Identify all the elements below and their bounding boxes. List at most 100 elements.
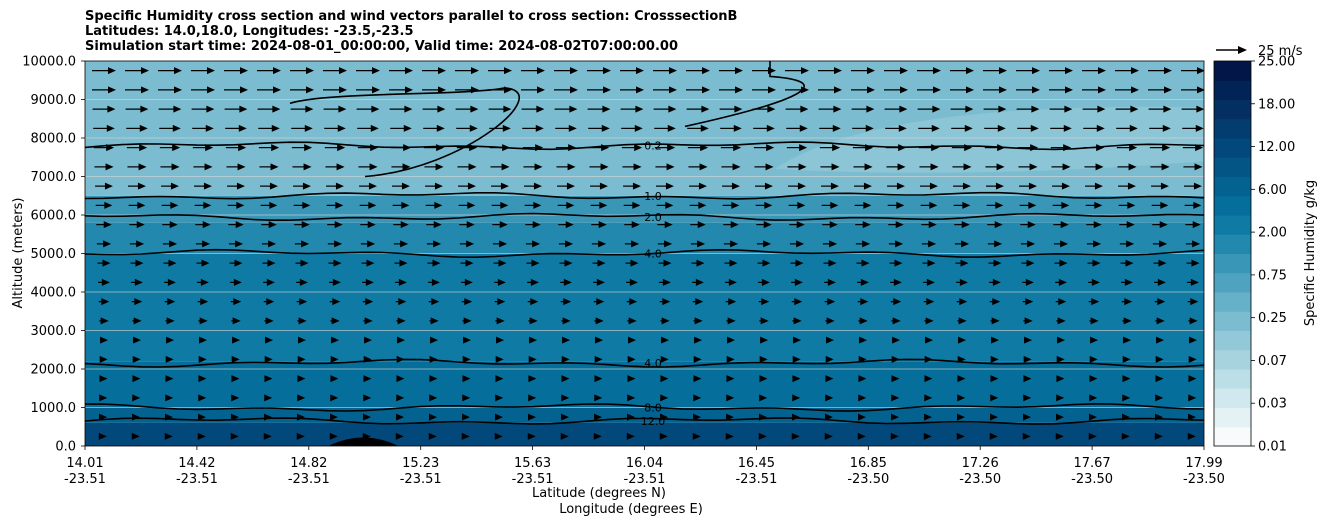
wind-vector <box>1152 240 1168 248</box>
wind-vector-head <box>501 163 510 171</box>
y-tick-label: 2000.0 <box>31 363 77 378</box>
wind-vector-head <box>899 105 908 113</box>
colorbar-swatch <box>1214 176 1251 197</box>
wind-vector-head <box>404 105 413 113</box>
wind-vector <box>1153 259 1167 267</box>
wind-vector-head <box>497 298 506 306</box>
wind-vector <box>952 163 972 171</box>
wind-vector-head <box>561 375 570 383</box>
wind-vector-head <box>791 432 800 440</box>
axes: 0.0 1000.0 2000.0 3000.0 4000.0 5000.0 6000.0 7… <box>22 55 1225 488</box>
wind-vector-head <box>793 336 802 344</box>
wind-vector-head <box>296 432 305 440</box>
wind-vector <box>888 240 904 248</box>
wind-vector-head <box>963 163 972 171</box>
wind-vector-head <box>995 182 1004 190</box>
wind-vector-head <box>174 67 182 75</box>
wind-vector-head <box>432 259 441 267</box>
wind-vector <box>128 182 146 190</box>
wind-vector-head <box>828 259 837 267</box>
wind-vector <box>556 163 576 171</box>
wind-vector-head <box>466 221 475 229</box>
wind-vector-head <box>1094 201 1103 209</box>
wind-vector <box>1051 163 1071 171</box>
wind-vector <box>588 124 610 132</box>
wind-vector-head <box>891 375 900 383</box>
wind-vector-head <box>1028 201 1037 209</box>
wind-vector <box>1053 240 1069 248</box>
wind-vector <box>99 394 108 402</box>
wind-vector <box>788 182 806 190</box>
wind-vector <box>985 163 1005 171</box>
wind-vector <box>957 375 966 383</box>
wind-vector <box>956 278 968 286</box>
wind-vector-head <box>1056 375 1065 383</box>
wind-vector-head <box>761 298 770 306</box>
wind-vector-head <box>726 394 735 402</box>
colorbar-swatch <box>1214 234 1251 254</box>
wind-vector-head <box>207 67 215 75</box>
wind-vector <box>561 394 570 402</box>
wind-vector <box>390 124 412 132</box>
x-tick-label-lon: -23.51 <box>624 472 666 487</box>
wind-vector-head <box>892 336 901 344</box>
wind-vector <box>99 317 109 325</box>
wind-vector-head <box>797 182 806 190</box>
wind-vector <box>194 182 212 190</box>
wind-vector-head <box>570 86 578 94</box>
wind-vector <box>163 259 177 267</box>
wind-vector-head <box>397 336 406 344</box>
wind-vector <box>822 221 838 229</box>
wind-vector <box>658 259 672 267</box>
wind-vector-head <box>268 221 277 229</box>
wind-vector-head <box>429 355 438 363</box>
wind-vector <box>95 201 113 209</box>
wind-vector <box>561 375 570 383</box>
wind-vector <box>626 298 638 306</box>
wind-vector <box>625 259 639 267</box>
wind-vector <box>990 317 1000 325</box>
wind-vector <box>560 278 572 286</box>
wind-vector <box>98 298 110 306</box>
wind-vector-head <box>692 413 701 421</box>
wind-vector <box>990 394 999 402</box>
wind-vector-head <box>958 336 967 344</box>
wind-vector-head <box>203 182 212 190</box>
wind-vector-head <box>405 86 413 94</box>
wind-vector-head <box>890 413 899 421</box>
wind-vector-head <box>364 336 373 344</box>
x-tick-label-lon: -23.50 <box>1071 472 1113 487</box>
wind-vector <box>491 182 509 190</box>
wind-vector-head <box>734 105 743 113</box>
wind-vector-head <box>1061 182 1070 190</box>
wind-vector-head <box>792 394 801 402</box>
wind-vector-head <box>698 201 707 209</box>
wind-vector <box>758 432 767 440</box>
wind-vector <box>230 278 242 286</box>
wind-vector-head <box>470 105 479 113</box>
wind-vector-head <box>895 221 904 229</box>
wind-vector <box>954 240 970 248</box>
wind-vector-head <box>1122 355 1131 363</box>
wind-vector-head <box>662 298 671 306</box>
wind-vector-head <box>336 163 345 171</box>
wind-vector <box>458 201 476 209</box>
wind-vector-head <box>1088 432 1097 440</box>
wind-vector <box>324 144 346 152</box>
wind-vector-head <box>830 182 839 190</box>
wind-vector <box>395 413 404 421</box>
wind-vector-head <box>1193 201 1202 209</box>
wind-vector <box>162 221 178 229</box>
wind-vector-head <box>170 201 179 209</box>
wind-vector <box>989 278 1001 286</box>
wind-vector <box>858 317 868 325</box>
wind-vector-head <box>1088 413 1097 421</box>
wind-vector <box>923 432 932 440</box>
wind-vector-head <box>138 163 147 171</box>
wind-vector-head <box>594 375 603 383</box>
wind-vector-head <box>461 413 470 421</box>
wind-vector-head <box>398 298 407 306</box>
wind-vector-head <box>367 240 376 248</box>
wind-vector-head <box>832 144 841 152</box>
wind-vector-head <box>365 298 374 306</box>
